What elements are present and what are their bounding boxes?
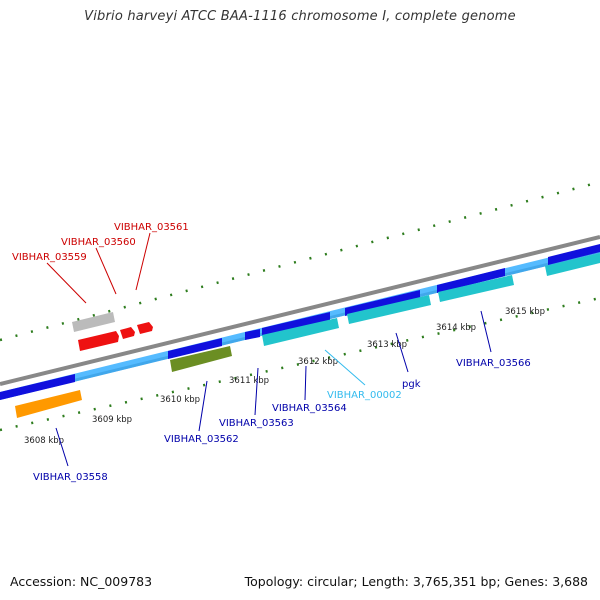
- gene-feature: [438, 275, 514, 302]
- forward-cds: [548, 244, 600, 265]
- scale-label: 3615 kbp: [505, 307, 545, 317]
- scale-labels: 3608 kbp 3609 kbp 3610 kbp 3611 kbp 3612…: [24, 307, 545, 446]
- scale-label: 3612 kbp: [298, 357, 338, 367]
- gene-label: VIBHAR_03559: [12, 252, 87, 263]
- gene-feature: [347, 295, 431, 324]
- top-gene-group: [72, 312, 153, 351]
- gene-label: VIBHAR_00002: [327, 390, 402, 401]
- forward-cds: [262, 312, 330, 336]
- gene-label: VIBHAR_03558: [33, 472, 108, 483]
- forward-cds: [245, 329, 260, 340]
- gene-feature: [78, 331, 119, 351]
- top-gene-labels: VIBHAR_03559 VIBHAR_03560 VIBHAR_03561: [12, 222, 189, 304]
- scale-label: 3611 kbp: [229, 376, 269, 386]
- gene-label: pgk: [402, 379, 421, 390]
- gene-label: VIBHAR_03563: [219, 418, 294, 429]
- scale-label: 3614 kbp: [436, 323, 476, 333]
- bottom-gene-labels: VIBHAR_03558 VIBHAR_03562 VIBHAR_03563 V…: [33, 310, 531, 483]
- scale-label: 3608 kbp: [24, 436, 64, 446]
- forward-cds-group: [0, 244, 600, 400]
- gene-feature: [120, 327, 135, 339]
- gene-label: VIBHAR_03561: [114, 222, 189, 233]
- gene-label: VIBHAR_03566: [456, 358, 531, 369]
- gene-feature: [170, 346, 232, 372]
- gene-label: VIBHAR_03564: [272, 403, 347, 414]
- gene-feature: [262, 318, 339, 346]
- chromosome-backbone: [0, 235, 600, 386]
- forward-cds: [345, 290, 420, 316]
- scale-label: 3609 kbp: [92, 415, 132, 425]
- gene-feature: [15, 390, 82, 418]
- forward-cds: [0, 374, 75, 400]
- gene-label: VIBHAR_03560: [61, 237, 136, 248]
- accession-text: Accession: NC_009783: [10, 574, 153, 589]
- map-title: Vibrio harveyi ATCC BAA-1116 chromosome …: [84, 9, 516, 24]
- scale-label: 3610 kbp: [160, 395, 200, 405]
- gene-feature: [72, 312, 115, 332]
- gene-feature: [137, 322, 153, 334]
- forward-cds: [168, 338, 222, 359]
- gene-label: VIBHAR_03562: [164, 434, 239, 445]
- outer-tick-ring: [0, 180, 600, 432]
- scale-label: 3613 kbp: [367, 340, 407, 350]
- gene-feature: [545, 253, 600, 276]
- bottom-gene-group: [15, 253, 600, 418]
- genome-stats-text: Topology: circular; Length: 3,765,351 bp…: [244, 574, 588, 589]
- forward-cds: [437, 268, 505, 293]
